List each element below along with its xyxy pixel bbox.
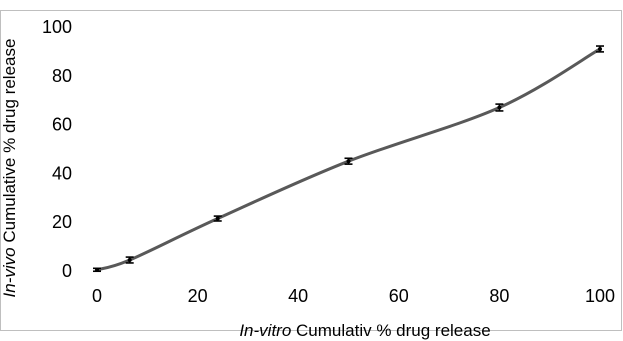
- x-tick-label: 100: [585, 286, 615, 306]
- data-point: [127, 258, 132, 263]
- data-point: [215, 216, 220, 221]
- chart-frame: [0, 10, 622, 331]
- y-tick-label: 60: [52, 115, 72, 135]
- error-bar: [596, 45, 604, 53]
- y-tick-label: 0: [62, 261, 72, 281]
- y-axis-title-rest: Cumulative % drug release: [0, 39, 19, 248]
- error-bar: [125, 256, 134, 264]
- x-tick-label: 40: [288, 286, 308, 306]
- x-tick-label: 80: [489, 286, 509, 306]
- tick-labels: 0 20 40 60 80 100 0 20 40 60 80 100: [42, 17, 615, 306]
- y-tick-label: 80: [52, 66, 72, 86]
- error-bars: [93, 45, 604, 273]
- x-axis-title-rest: Cumulativ % drug release: [291, 321, 490, 340]
- y-tick-label: 40: [52, 163, 72, 183]
- x-tick-label: 20: [188, 286, 208, 306]
- error-bar: [93, 267, 101, 273]
- error-bar: [495, 103, 504, 112]
- error-bar: [344, 157, 353, 165]
- y-tick-label: 100: [42, 17, 72, 37]
- y-axis-title-italic: In-vivo: [0, 247, 19, 297]
- x-axis-title: In-vitro Cumulativ % drug release: [239, 321, 490, 340]
- y-tick-label: 20: [52, 212, 72, 232]
- error-bar: [213, 215, 222, 222]
- x-axis-title-italic: In-vitro: [239, 321, 291, 340]
- x-tick-label: 60: [389, 286, 409, 306]
- data-point: [497, 105, 502, 110]
- data-point: [346, 159, 351, 164]
- x-tick-label: 0: [92, 286, 102, 306]
- data-point: [95, 267, 99, 272]
- data-point: [598, 46, 602, 51]
- y-axis-title: In-vivo Cumulative % drug release: [0, 39, 19, 298]
